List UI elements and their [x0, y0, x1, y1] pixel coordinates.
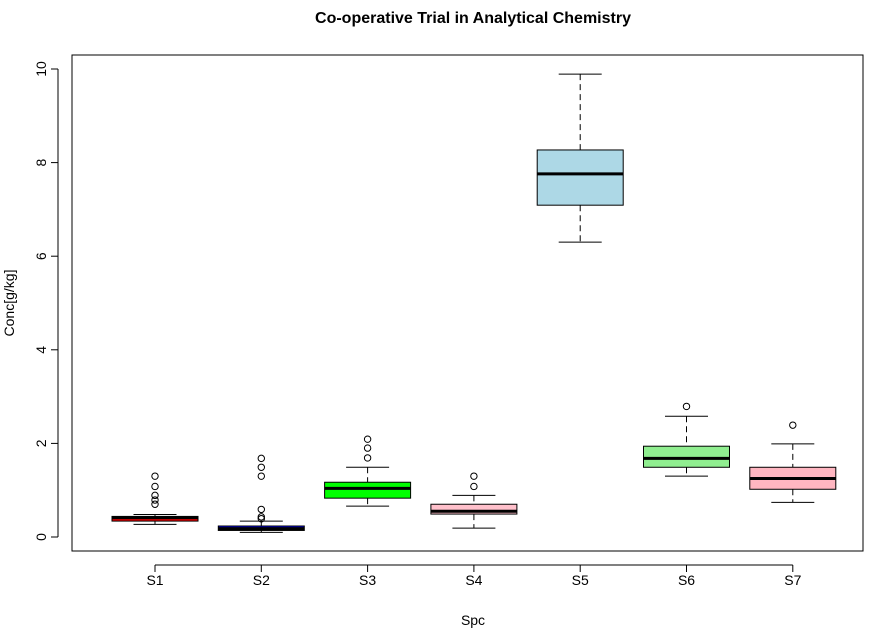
- box-s7: [749, 421, 837, 503]
- y-tick-label: 4: [33, 346, 49, 354]
- box-s4: [430, 472, 518, 529]
- y-axis-label: Conc[g/kg]: [1, 270, 17, 337]
- outlier-point: [257, 463, 265, 471]
- outlier-point: [151, 496, 159, 504]
- outlier-point: [470, 482, 478, 491]
- x-tick-label: S1: [146, 572, 163, 588]
- outlier-point: [257, 513, 265, 521]
- x-tick-label: S4: [465, 572, 482, 588]
- x-tick-label: S6: [678, 572, 695, 588]
- outlier-point: [151, 500, 159, 508]
- outlier-point: [257, 472, 265, 480]
- x-axis-label: Spc: [461, 612, 485, 628]
- box-s1: [111, 472, 199, 525]
- outlier-point: [257, 515, 265, 523]
- outlier-point: [363, 454, 372, 462]
- outlier-point: [363, 444, 372, 452]
- outlier-point: [363, 435, 372, 443]
- x-tick-label: S3: [359, 572, 376, 588]
- iqr-box: [536, 149, 624, 206]
- chart-title: Co-operative Trial in Analytical Chemist…: [315, 10, 631, 27]
- y-tick-label: 2: [33, 439, 49, 447]
- outlier-point: [151, 491, 159, 500]
- outlier-point: [789, 421, 797, 429]
- outlier-point: [682, 402, 691, 411]
- x-tick-label: S5: [572, 572, 589, 588]
- outlier-point: [257, 505, 265, 514]
- box-s3: [324, 435, 412, 507]
- x-tick-label: S2: [253, 572, 270, 588]
- outlier-point: [151, 472, 159, 480]
- outlier-point: [470, 472, 478, 480]
- y-tick-label: 10: [33, 61, 49, 77]
- outlier-point: [257, 454, 265, 463]
- box-s2: [217, 454, 305, 533]
- y-tick-label: 0: [33, 533, 49, 541]
- iqr-box: [430, 503, 518, 515]
- x-tick-label: S7: [784, 572, 801, 588]
- y-tick-label: 8: [33, 158, 49, 166]
- y-tick-label: 6: [33, 252, 49, 260]
- iqr-box: [324, 481, 412, 499]
- outlier-point: [151, 482, 159, 491]
- plot-frame: [71, 54, 864, 552]
- box-s6: [643, 402, 730, 477]
- iqr-box: [643, 445, 730, 468]
- box-s5: [536, 73, 624, 243]
